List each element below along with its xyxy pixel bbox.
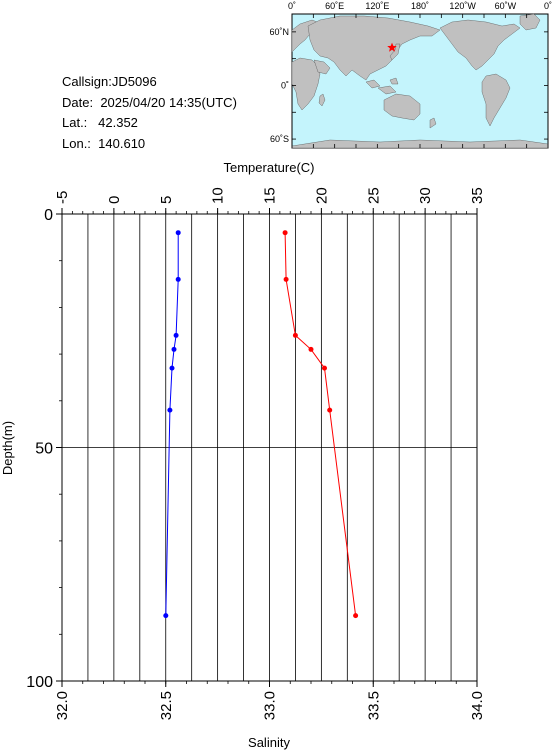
salinity-tick-label: 32.0 xyxy=(54,691,71,720)
temperature-tick-label: 15 xyxy=(262,187,279,204)
depth-tick-label: 100 xyxy=(26,674,53,691)
salinity-tick-label: 32.5 xyxy=(158,691,175,720)
temperature-data-point xyxy=(322,365,327,371)
map-left-labels: 60˚N 0˚ 60˚S xyxy=(269,27,289,144)
salinity-data-point xyxy=(163,613,169,619)
lon-value: 140.610 xyxy=(98,135,146,151)
temperature-data-point xyxy=(308,346,314,352)
date-line: Date: 2025/04/20 14:35(UTC) xyxy=(62,93,237,114)
map-lat-label: 60˚N xyxy=(269,27,289,37)
temperature-tick-label: 35 xyxy=(469,187,486,204)
salinity-profile-line xyxy=(165,232,179,616)
lat-value: 42.352 xyxy=(98,115,138,130)
depth-tick-label: 50 xyxy=(35,441,53,458)
temperature-tick-label: -5 xyxy=(54,191,71,204)
temperature-tick-label: 10 xyxy=(210,187,227,204)
temperature-axis-title: Temperature(C) xyxy=(223,160,314,175)
series-layer xyxy=(163,230,359,619)
lat-label: Lat.: xyxy=(62,115,88,130)
map-lat-label: 0˚ xyxy=(281,80,289,90)
temperature-data-point xyxy=(327,407,333,413)
temperature-tick-label: 30 xyxy=(417,187,434,204)
temperature-data-point xyxy=(292,332,298,338)
temperature-tick-label: 5 xyxy=(158,196,175,204)
temperature-tick-label: 25 xyxy=(365,187,382,204)
map-top-labels: 0˚ 60˚E 120˚E 180˚ 120˚W 60˚W 0˚ xyxy=(288,1,552,11)
station-marker xyxy=(387,42,397,52)
temperature-ticks: -5 0 5 10 15 20 25 30 35 xyxy=(54,187,486,214)
salinity-data-point xyxy=(175,230,181,236)
salinity-data-point xyxy=(171,346,177,352)
salinity-tick-label: 34.0 xyxy=(469,691,486,720)
map-lon-label: 60˚E xyxy=(325,1,344,11)
temperature-tick-label: 0 xyxy=(106,196,123,204)
depth-ticks: 0 50 100 xyxy=(26,207,62,691)
salinity-tick-label: 33.5 xyxy=(365,691,382,720)
map-frame-ticks xyxy=(291,14,549,148)
callsign-value: JD5096 xyxy=(111,74,157,89)
map-lon-label: 0˚ xyxy=(288,1,296,11)
lon-label: Lon.: xyxy=(62,135,91,151)
map-lat-label: 60˚S xyxy=(270,134,289,144)
temperature-data-point xyxy=(282,230,288,236)
temperature-data-point xyxy=(283,276,289,282)
temperature-data-point xyxy=(353,613,359,619)
depth-axis-title: Depth(m) xyxy=(0,421,15,475)
depth-tick-label: 0 xyxy=(44,207,53,224)
map-lon-label: 120˚E xyxy=(365,1,389,11)
salinity-tick-label: 33.0 xyxy=(262,691,279,720)
station-info: Callsign:JD5096 Date: 2025/04/20 14:35(U… xyxy=(62,72,237,154)
salinity-data-point xyxy=(169,365,175,371)
date-value: 2025/04/20 14:35(UTC) xyxy=(100,94,237,110)
profile-chart: -5 0 5 10 15 20 25 30 35 32.0 32.5 33.0 33.5 34.0 05… xyxy=(0,160,486,750)
temperature-tick-label: 20 xyxy=(313,187,330,204)
salinity-data-point xyxy=(167,407,173,413)
map-lon-label: 60˚W xyxy=(495,1,517,11)
map-lon-label: 120˚W xyxy=(449,1,476,11)
lat-line: Lat.: 42.352 xyxy=(62,113,237,134)
salinity-data-point xyxy=(175,276,181,282)
callsign-line: Callsign:JD5096 xyxy=(62,72,237,93)
date-label: Date: xyxy=(62,94,94,110)
salinity-axis-title: Salinity xyxy=(248,735,290,750)
salinity-ticks: 32.0 32.5 33.0 33.5 34.0 xyxy=(54,681,486,720)
callsign-label: Callsign: xyxy=(62,74,112,89)
map-lon-label: 0˚ xyxy=(544,1,552,11)
lon-line: Lon.: 140.610 xyxy=(62,134,237,155)
salinity-data-point xyxy=(173,332,179,338)
map-lon-label: 180˚ xyxy=(411,1,429,11)
